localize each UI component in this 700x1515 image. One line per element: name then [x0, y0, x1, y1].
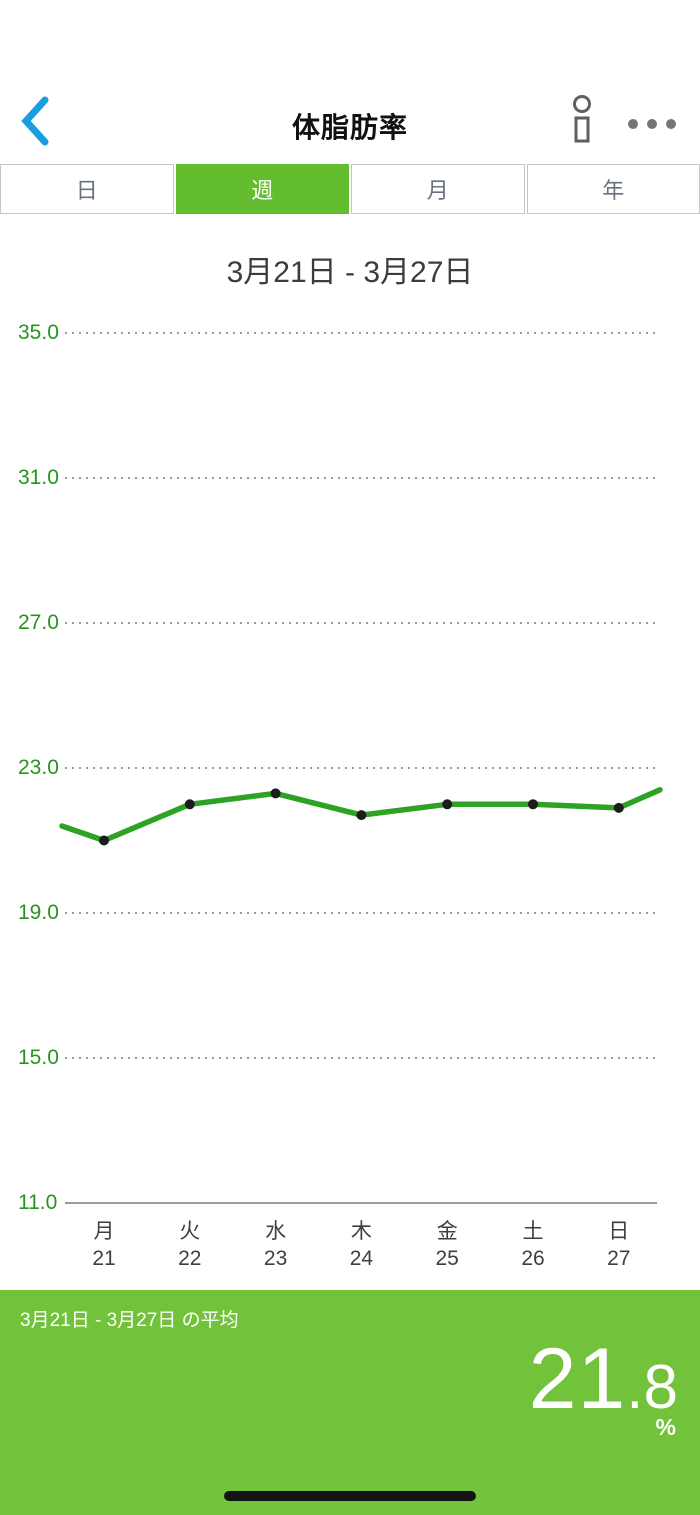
y-tick-label: 31.0 — [18, 466, 59, 489]
back-chevron-icon — [21, 96, 49, 146]
weekday-label: 水 — [265, 1220, 287, 1243]
profile-button[interactable] — [564, 91, 600, 145]
tab-year[interactable]: 年 — [526, 164, 700, 214]
x-tick-label: 日 27 — [584, 1218, 654, 1272]
weekday-label: 月 — [93, 1220, 115, 1243]
ellipsis-icon — [647, 119, 657, 129]
x-tick-label: 水 23 — [241, 1218, 311, 1272]
tab-label: 週 — [251, 178, 274, 203]
date-label: 25 — [435, 1247, 459, 1270]
y-tick-label: 11.0 — [18, 1191, 58, 1214]
ellipsis-icon — [628, 119, 638, 129]
tab-week[interactable]: 週 — [175, 164, 349, 214]
gridline-11.0 — [65, 1202, 657, 1204]
tab-day[interactable]: 日 — [0, 164, 174, 214]
gridline-19.0 — [65, 912, 657, 914]
weekday-label: 土 — [522, 1220, 544, 1243]
gridline-27.0 — [65, 622, 657, 624]
gridline-31.0 — [65, 477, 657, 479]
period-tabbar: 日週月年 — [0, 164, 700, 214]
y-tick-label: 15.0 — [18, 1046, 59, 1069]
period-title: 3月21日 - 3月27日 — [226, 256, 474, 289]
weekday-label: 火 — [179, 1220, 201, 1243]
page-title: 体脂肪率 — [291, 112, 408, 143]
x-tick-label: 木 24 — [326, 1218, 396, 1272]
tab-label: 年 — [602, 178, 625, 203]
tab-label: 日 — [75, 178, 98, 203]
average-unit: % — [655, 1414, 676, 1440]
date-label: 26 — [521, 1247, 545, 1270]
x-tick-label: 火 22 — [155, 1218, 225, 1272]
y-tick-label: 23.0 — [18, 756, 59, 779]
date-label: 22 — [178, 1247, 202, 1270]
tab-month[interactable]: 月 — [351, 164, 525, 214]
x-tick-label: 月 21 — [69, 1218, 139, 1272]
date-label: 24 — [349, 1247, 374, 1270]
weekday-label: 木 — [350, 1220, 372, 1243]
y-tick-label: 27.0 — [18, 611, 59, 634]
x-tick-label: 金 25 — [412, 1218, 482, 1272]
person-icon — [573, 95, 591, 143]
gridline-35.0 — [65, 332, 657, 334]
gridline-23.0 — [65, 767, 657, 769]
average-value: 21 .8 — [529, 1336, 678, 1422]
y-tick-label: 35.0 — [18, 321, 59, 344]
tab-label: 月 — [426, 178, 449, 203]
body-fat-chart[interactable]: 35.0 31.0 27.0 23.0 19.0 15.0 11.0 — [0, 300, 700, 1285]
date-label: 23 — [263, 1247, 288, 1270]
weekday-label: 日 — [608, 1220, 630, 1243]
average-value-integer: 21 — [528, 1331, 627, 1427]
more-menu-button[interactable] — [622, 113, 682, 135]
average-banner: 3月21日 - 3月27日 の平均 21 .8 % — [0, 1290, 700, 1515]
date-label: 21 — [92, 1247, 116, 1270]
weekday-label: 金 — [436, 1220, 458, 1243]
header: 体脂肪率 — [0, 85, 700, 160]
average-label: 3月21日 - 3月27日 の平均 — [20, 1310, 239, 1331]
gridline-15.0 — [65, 1057, 657, 1059]
average-value-decimal: .8 — [626, 1353, 678, 1422]
y-tick-label: 19.0 — [18, 901, 59, 924]
ellipsis-icon — [666, 119, 676, 129]
x-tick-label: 土 26 — [498, 1218, 568, 1272]
date-label: 27 — [607, 1247, 631, 1270]
back-button[interactable] — [18, 95, 52, 147]
home-indicator[interactable] — [224, 1491, 476, 1501]
